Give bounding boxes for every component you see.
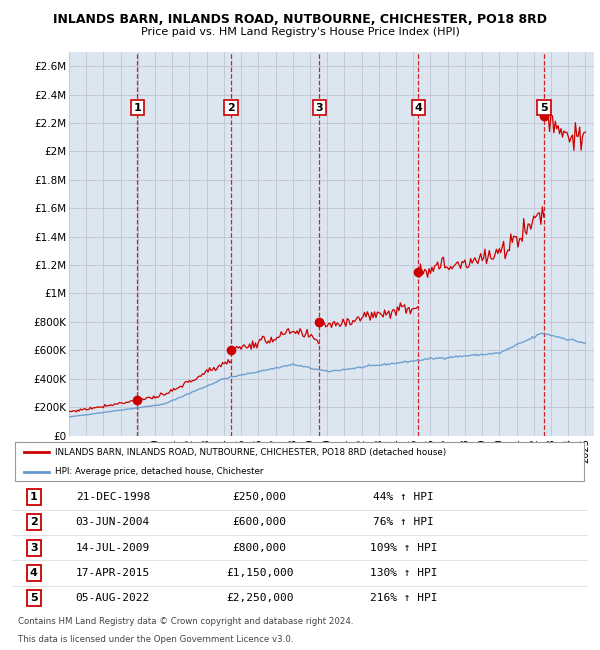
Text: Contains HM Land Registry data © Crown copyright and database right 2024.: Contains HM Land Registry data © Crown c… xyxy=(18,617,353,626)
Text: 76% ↑ HPI: 76% ↑ HPI xyxy=(373,517,434,527)
Text: 1: 1 xyxy=(133,103,141,112)
Text: 14-JUL-2009: 14-JUL-2009 xyxy=(76,543,150,552)
Text: 109% ↑ HPI: 109% ↑ HPI xyxy=(370,543,437,552)
Text: INLANDS BARN, INLANDS ROAD, NUTBOURNE, CHICHESTER, PO18 8RD (detached house): INLANDS BARN, INLANDS ROAD, NUTBOURNE, C… xyxy=(55,448,446,457)
Text: 44% ↑ HPI: 44% ↑ HPI xyxy=(373,492,434,502)
Text: INLANDS BARN, INLANDS ROAD, NUTBOURNE, CHICHESTER, PO18 8RD: INLANDS BARN, INLANDS ROAD, NUTBOURNE, C… xyxy=(53,13,547,26)
Text: 5: 5 xyxy=(540,103,548,112)
Text: This data is licensed under the Open Government Licence v3.0.: This data is licensed under the Open Gov… xyxy=(18,635,293,644)
Text: £250,000: £250,000 xyxy=(233,492,287,502)
Text: 21-DEC-1998: 21-DEC-1998 xyxy=(76,492,150,502)
Text: £600,000: £600,000 xyxy=(233,517,287,527)
Text: 4: 4 xyxy=(415,103,422,112)
Text: Price paid vs. HM Land Registry's House Price Index (HPI): Price paid vs. HM Land Registry's House … xyxy=(140,27,460,37)
Text: 216% ↑ HPI: 216% ↑ HPI xyxy=(370,593,437,603)
Text: 3: 3 xyxy=(316,103,323,112)
Text: 1: 1 xyxy=(30,492,38,502)
Text: 03-JUN-2004: 03-JUN-2004 xyxy=(76,517,150,527)
Text: £800,000: £800,000 xyxy=(233,543,287,552)
Text: £2,250,000: £2,250,000 xyxy=(226,593,293,603)
Text: 05-AUG-2022: 05-AUG-2022 xyxy=(76,593,150,603)
FancyBboxPatch shape xyxy=(15,442,584,482)
Text: 3: 3 xyxy=(30,543,38,552)
Text: £1,150,000: £1,150,000 xyxy=(226,568,293,578)
Text: HPI: Average price, detached house, Chichester: HPI: Average price, detached house, Chic… xyxy=(55,467,264,476)
Text: 4: 4 xyxy=(30,568,38,578)
Text: 2: 2 xyxy=(30,517,38,527)
Text: 130% ↑ HPI: 130% ↑ HPI xyxy=(370,568,437,578)
Text: 5: 5 xyxy=(30,593,38,603)
Text: 2: 2 xyxy=(227,103,235,112)
Text: 17-APR-2015: 17-APR-2015 xyxy=(76,568,150,578)
